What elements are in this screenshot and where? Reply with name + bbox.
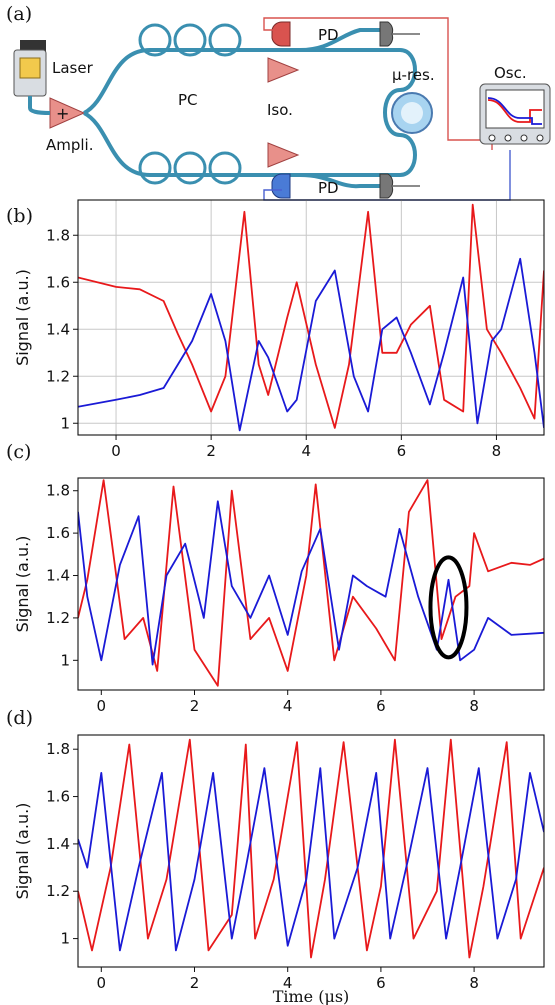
x-tick-label: 4 <box>283 697 293 715</box>
x-tick-label: 2 <box>206 442 216 460</box>
x-tick-label: 6 <box>376 697 386 715</box>
osc-label: Osc. <box>494 64 527 82</box>
series-line-red <box>78 479 544 687</box>
chart-d: 0 2 4 6 8 1 1.2 1.4 1.6 1.8 Signal (a.u.) Time (μs) <box>13 734 545 1005</box>
red-signal-wire <box>263 17 493 150</box>
plot-frame <box>77 734 545 968</box>
panel-letter-c: (c) <box>6 441 31 463</box>
mu-res-label: μ-res. <box>392 66 435 84</box>
series-line-red <box>78 203 544 429</box>
series-line-blue <box>78 500 544 666</box>
y-axis-label: Signal (a.u.) <box>13 269 32 366</box>
amplifier-plus-icon: + <box>56 104 69 123</box>
pd-top-label: PD <box>318 26 339 44</box>
pc-label: PC <box>178 91 198 109</box>
series-line-blue <box>78 257 544 432</box>
x-tick-label: 8 <box>492 442 502 460</box>
x-tick-label: 0 <box>97 697 107 715</box>
x-axis-label: Time (μs) <box>273 987 350 1005</box>
x-tick-label: 0 <box>111 442 121 460</box>
micro-resonator-icon <box>391 92 433 134</box>
x-tick-label: 2 <box>190 697 200 715</box>
plot-frame <box>77 477 545 691</box>
y-tick-label: 1.6 <box>46 524 70 542</box>
amplifier-label: Ampli. <box>46 136 94 154</box>
setup-diagram: (a) Laser + Ampli. PC <box>6 3 551 201</box>
panel-letter-b: (b) <box>6 205 33 227</box>
chart-c: 0 2 4 6 8 1 1.2 1.4 1.6 1.8 Signal (a.u.) <box>13 477 545 715</box>
annotation-ellipse <box>428 555 469 660</box>
y-tick-label: 1.8 <box>46 482 70 500</box>
x-tick-label: 4 <box>283 974 293 992</box>
fiber-network <box>82 28 417 189</box>
y-tick-label: 1.8 <box>46 226 70 244</box>
y-tick-label: 1.4 <box>46 320 70 338</box>
y-tick-label: 1 <box>60 414 70 432</box>
x-tick-label: 6 <box>376 974 386 992</box>
laser-label: Laser <box>52 59 94 77</box>
isolator-top-icon <box>267 57 300 83</box>
y-tick-label: 1.4 <box>46 835 70 853</box>
panel-letter-d: (d) <box>6 707 33 729</box>
series-line-red <box>78 738 544 959</box>
y-tick-label: 1.8 <box>46 740 70 758</box>
y-tick-label: 1.4 <box>46 567 70 585</box>
polarization-controller-top-icon <box>138 23 242 57</box>
chart-b: 0 2 4 6 8 1 1.2 1.4 1.6 1.8 Signal (a.u.) <box>13 199 545 460</box>
y-tick-label: 1.2 <box>46 882 70 900</box>
y-tick-label: 1 <box>60 651 70 669</box>
y-axis-label: Signal (a.u.) <box>13 803 32 900</box>
series-line-blue <box>78 767 544 952</box>
x-tick-label: 6 <box>397 442 407 460</box>
y-axis-label: Signal (a.u.) <box>13 536 32 633</box>
pd-bottom-label: PD <box>318 179 339 197</box>
laser-icon <box>13 40 47 108</box>
photodiode-top-icon <box>271 21 420 47</box>
y-tick-label: 1.6 <box>46 273 70 291</box>
y-tick-label: 1 <box>60 930 70 948</box>
oscilloscope-icon <box>479 83 551 145</box>
x-tick-label: 2 <box>190 974 200 992</box>
y-tick-label: 1.2 <box>46 367 70 385</box>
x-tick-label: 8 <box>469 974 479 992</box>
isolator-bottom-icon <box>267 142 300 168</box>
plot-frame <box>77 199 545 436</box>
x-tick-label: 8 <box>469 697 479 715</box>
x-tick-label: 0 <box>97 974 107 992</box>
panel-letter-a: (a) <box>6 3 32 25</box>
y-tick-label: 1.6 <box>46 788 70 806</box>
polarization-controller-bottom-icon <box>138 151 242 185</box>
isolator-label: Iso. <box>267 101 293 119</box>
photodiode-bottom-icon <box>271 173 420 199</box>
y-tick-label: 1.2 <box>46 609 70 627</box>
x-tick-label: 4 <box>301 442 311 460</box>
